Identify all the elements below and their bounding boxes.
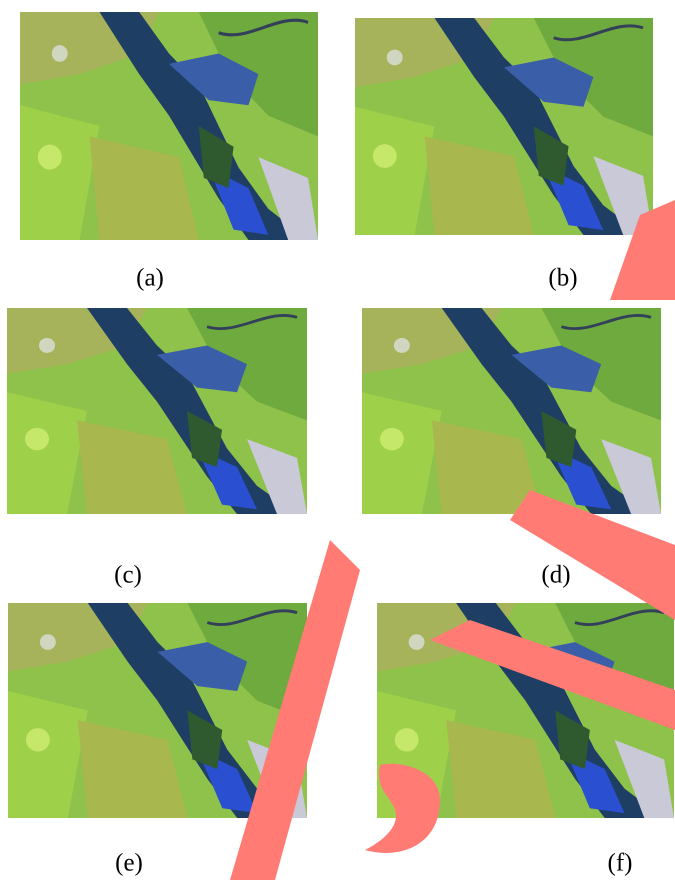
panel-label: (a) xyxy=(136,265,164,292)
panel-label: (e) xyxy=(115,850,143,877)
panel-label: (b) xyxy=(548,265,577,292)
panel-image xyxy=(7,308,307,514)
panel-image xyxy=(362,308,661,514)
panel-label: (c) xyxy=(114,562,142,589)
watermark xyxy=(230,200,675,880)
panel-image xyxy=(355,18,653,235)
panel-label: (f) xyxy=(608,850,633,877)
panel-image xyxy=(20,12,318,240)
panel-label: (d) xyxy=(541,562,570,589)
